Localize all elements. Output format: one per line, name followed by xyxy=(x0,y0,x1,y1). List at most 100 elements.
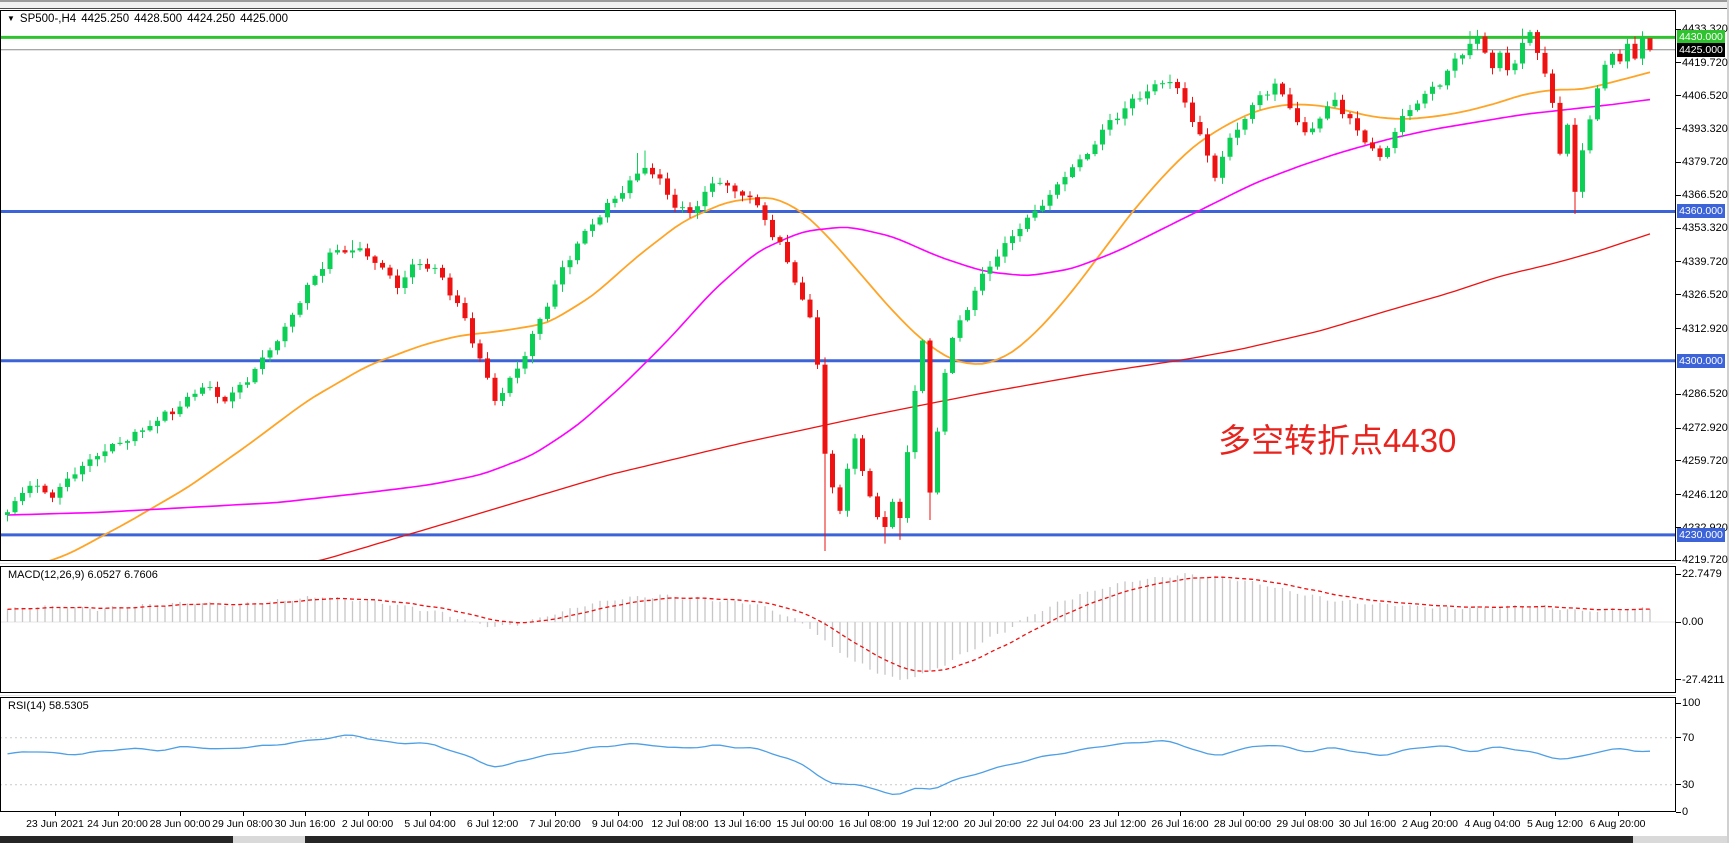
quote-high: 4428.500 xyxy=(134,13,183,25)
time-axis-label: 24 Jun 20:00 xyxy=(87,818,148,830)
panel-splitter[interactable] xyxy=(0,563,1676,564)
main-price-plot[interactable] xyxy=(0,10,1676,561)
candlestick xyxy=(267,350,273,358)
time-axis-label: 4 Aug 04:00 xyxy=(1464,818,1521,830)
candlestick xyxy=(627,180,633,194)
candlestick xyxy=(327,252,333,270)
time-axis-tick xyxy=(430,812,431,816)
price-level-badge: 4230.000 xyxy=(1677,527,1725,542)
scrollbar-thumb[interactable] xyxy=(305,836,1633,843)
candlestick xyxy=(1490,52,1495,69)
candlestick xyxy=(470,318,475,344)
price-axis-label: 4312.920 xyxy=(1682,322,1728,335)
candlestick xyxy=(807,299,813,318)
candlestick xyxy=(222,396,228,402)
candlestick xyxy=(132,431,138,442)
price-axis-label-tick xyxy=(1676,194,1681,196)
candlestick xyxy=(1257,95,1263,106)
candlestick xyxy=(575,243,580,261)
quote-open: 4425.250 xyxy=(81,13,130,25)
time-axis-tick xyxy=(305,812,306,816)
price-level-badge: 4430.000 xyxy=(1677,30,1725,45)
candlestick xyxy=(1152,84,1158,92)
candlestick xyxy=(1565,124,1570,154)
price-axis-label-tick xyxy=(1676,161,1681,163)
candlestick xyxy=(882,517,888,527)
candlestick xyxy=(920,340,925,392)
price-axis-label: 4259.720 xyxy=(1682,454,1728,467)
candlestick xyxy=(1070,167,1075,178)
candlestick xyxy=(1415,103,1420,111)
candlestick xyxy=(1175,82,1180,89)
candlestick xyxy=(27,485,33,493)
chevron-down-icon[interactable]: ▼ xyxy=(7,14,15,23)
time-axis-label: 5 Aug 12:00 xyxy=(1526,818,1584,830)
candlestick xyxy=(447,277,453,296)
candlestick xyxy=(50,492,55,498)
candlestick xyxy=(20,492,25,502)
candlestick xyxy=(725,182,730,186)
candlestick xyxy=(102,451,108,457)
candlestick xyxy=(1512,63,1518,71)
time-axis-tick xyxy=(742,812,744,816)
time-axis-tick xyxy=(1180,812,1181,816)
scrollbar-thumb[interactable] xyxy=(0,836,233,843)
candlestick xyxy=(1497,52,1503,69)
candlestick xyxy=(1377,148,1383,157)
time-axis-label: 6 Aug 20:00 xyxy=(1589,818,1646,830)
rsi-axis-label-tick xyxy=(1676,737,1681,739)
time-axis-label: 30 Jun 16:00 xyxy=(274,818,336,830)
ma-mid-line xyxy=(7,98,1651,516)
candlestick xyxy=(515,368,520,378)
candlestick xyxy=(680,207,685,209)
panel-splitter[interactable] xyxy=(0,695,1676,696)
candlestick xyxy=(980,273,985,291)
candlestick xyxy=(177,406,183,415)
candlestick xyxy=(185,396,190,407)
candlestick xyxy=(755,197,760,206)
symbol-timeframe-label: SP500-,H4 xyxy=(19,13,77,25)
time-axis-tick xyxy=(1305,812,1306,816)
time-axis-tick xyxy=(367,812,369,816)
rsi-axis-label: 0 xyxy=(1682,806,1689,818)
candlestick xyxy=(815,317,820,365)
candlestick xyxy=(1122,108,1128,119)
candlestick xyxy=(582,230,588,244)
candlestick xyxy=(545,306,550,319)
time-axis-label: 20 Jul 20:00 xyxy=(963,818,1022,830)
candlestick xyxy=(522,356,528,369)
candlestick xyxy=(695,206,700,213)
candlestick xyxy=(732,185,738,192)
candlestick xyxy=(477,343,483,359)
price-axis-label-tick xyxy=(1676,427,1681,429)
rsi-panel-plot[interactable] xyxy=(0,697,1676,812)
candlestick xyxy=(1647,38,1653,50)
price-axis-label-tick xyxy=(1676,559,1681,561)
time-axis-tick xyxy=(180,812,181,816)
quote-close: 4425.000 xyxy=(240,13,289,25)
candlestick xyxy=(1505,52,1510,71)
candlestick xyxy=(972,290,978,311)
time-axis-label: 2 Jul 00:00 xyxy=(341,818,394,830)
candlestick xyxy=(1287,94,1293,109)
macd-panel-plot[interactable] xyxy=(0,566,1676,693)
candlestick xyxy=(1520,42,1525,64)
time-axis-tick xyxy=(617,812,619,816)
time-axis-tick xyxy=(992,812,994,816)
candlestick xyxy=(237,384,243,393)
price-axis-label: 4379.720 xyxy=(1682,156,1728,169)
candlestick xyxy=(1205,134,1210,156)
candlestick xyxy=(125,441,130,443)
time-axis-label: 30 Jul 16:00 xyxy=(1338,818,1397,830)
price-axis-label-tick xyxy=(1676,393,1681,395)
candlestick xyxy=(1017,228,1023,237)
time-axis-tick xyxy=(930,812,931,816)
candlestick xyxy=(1617,53,1623,62)
candlestick xyxy=(207,387,213,389)
candlestick xyxy=(1092,144,1098,155)
candlestick xyxy=(1227,137,1233,157)
candlestick xyxy=(200,387,205,394)
macd-axis-label: -27.4211 xyxy=(1682,673,1725,686)
candlestick xyxy=(702,191,708,207)
candlestick xyxy=(1437,85,1443,87)
